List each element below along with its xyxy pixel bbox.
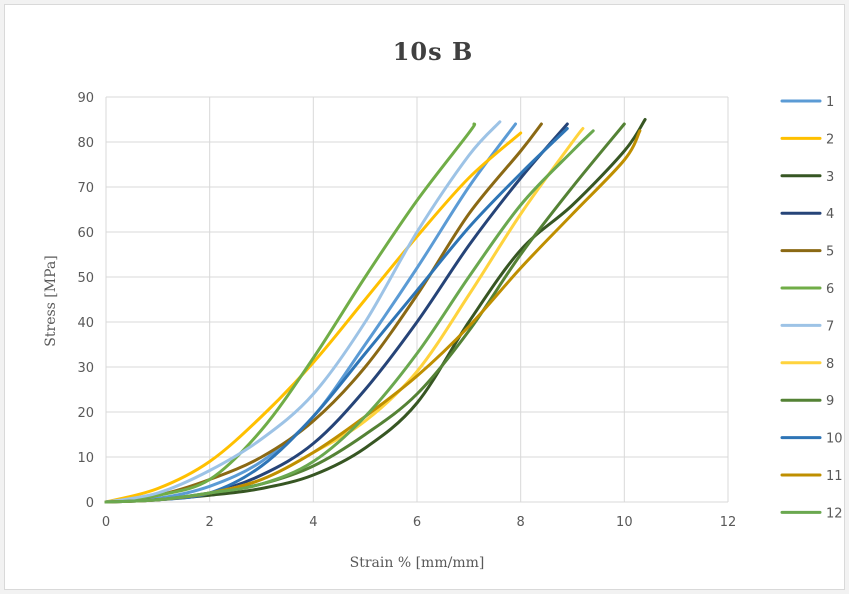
chart-frame: 10s B 0 10 20 30 40 50 60 70 80 90 0 2 4 6 8 10 12 Strai… — [4, 4, 845, 590]
legend-label-10: 10 — [826, 432, 843, 447]
y-tick-label: 20 — [77, 406, 94, 421]
chart-title: 10s B — [393, 37, 474, 66]
y-tick-label: 50 — [77, 271, 94, 286]
y-tick-label: 70 — [77, 181, 94, 196]
x-tick-label: 2 — [206, 515, 214, 530]
grid — [105, 96, 729, 503]
series-line-7 — [104, 120, 502, 504]
series-line-6 — [104, 122, 477, 504]
series-layer — [104, 118, 647, 504]
y-tick-label: 40 — [77, 316, 94, 331]
x-axis-label: Strain % [mm/mm] — [350, 555, 485, 571]
legend-label-2: 2 — [826, 132, 834, 147]
y-tick-label: 60 — [77, 226, 94, 241]
y-tick-label: 90 — [77, 91, 94, 106]
series-line-9 — [104, 122, 626, 504]
legend-label-4: 4 — [826, 207, 834, 222]
legend-label-1: 1 — [826, 95, 834, 110]
legend-label-11: 11 — [826, 469, 843, 484]
x-tick-label: 0 — [102, 515, 110, 530]
x-tick-label: 6 — [413, 515, 421, 530]
y-tick-label: 10 — [77, 451, 94, 466]
y-tick-label: 30 — [77, 361, 94, 376]
legend-label-8: 8 — [826, 357, 834, 372]
series-line-2 — [104, 131, 523, 504]
x-tick-label: 12 — [720, 515, 737, 530]
legend-label-6: 6 — [826, 282, 834, 297]
series-line-3 — [104, 118, 647, 504]
y-tick-label: 80 — [77, 136, 94, 151]
series-line-12 — [104, 129, 595, 504]
series-line-5 — [104, 122, 543, 504]
legend-label-5: 5 — [826, 245, 834, 260]
legend-label-9: 9 — [826, 394, 834, 409]
series-line-10 — [104, 127, 569, 504]
x-tick-label: 4 — [309, 515, 317, 530]
x-tick-label: 8 — [517, 515, 525, 530]
series-line-11 — [104, 129, 642, 504]
legend-label-7: 7 — [826, 319, 834, 334]
tick-labels: 0 10 20 30 40 50 60 70 80 90 0 2 4 6 8 10 12 — [77, 91, 736, 530]
y-axis-label: Stress [MPa] — [43, 255, 59, 346]
legend-label-12: 12 — [826, 506, 843, 521]
y-tick-label: 0 — [86, 496, 94, 511]
legend-label-3: 3 — [826, 170, 834, 185]
x-tick-label: 10 — [616, 515, 633, 530]
